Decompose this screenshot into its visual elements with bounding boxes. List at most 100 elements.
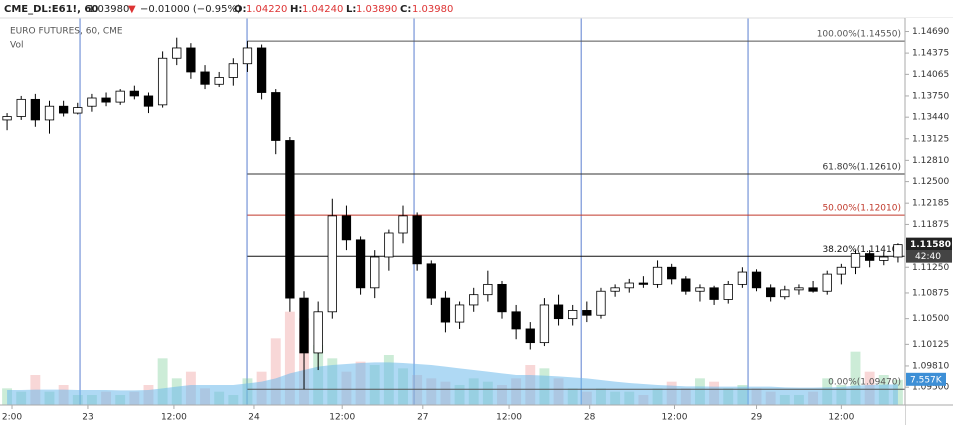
candle-body	[271, 92, 281, 141]
low: 1.03890	[356, 4, 397, 15]
candle-body	[893, 244, 903, 258]
fib-label: 61.80%(1.12610)	[822, 163, 901, 173]
candle-body	[808, 287, 818, 292]
candle-body	[412, 215, 422, 265]
candle-body	[16, 98, 26, 117]
open: 1.04220	[246, 4, 287, 15]
candle-body	[2, 116, 12, 121]
candle-body	[228, 63, 238, 78]
candle-body	[186, 47, 196, 73]
y-tick-label: 1.12810	[912, 156, 949, 166]
candle-body	[87, 97, 97, 107]
candle-body	[370, 256, 380, 289]
candle-body	[454, 304, 465, 323]
candle-body	[355, 239, 366, 289]
candle-body	[695, 287, 705, 292]
candle-body	[596, 290, 606, 316]
y-tick-label: 1.13440	[912, 113, 949, 123]
candle-body	[483, 283, 493, 296]
candle-body	[341, 215, 352, 241]
y-tick-label: 1.14065	[912, 70, 949, 80]
candle-body	[723, 283, 733, 300]
price-marker: 1.11580	[910, 240, 951, 250]
candle-body	[73, 107, 83, 114]
candle-body	[681, 278, 691, 292]
x-tick-label: 23	[82, 413, 93, 423]
candle-body	[568, 310, 578, 320]
x-tick-label: 12:00	[161, 413, 187, 423]
volume-bar	[157, 358, 168, 405]
candle-body	[553, 304, 564, 320]
candle-body	[30, 98, 40, 121]
volume-title: Vol	[10, 41, 23, 51]
last-price: 1.03980	[88, 4, 129, 15]
header-bg	[0, 0, 905, 18]
y-tick-label: 1.14690	[912, 27, 949, 37]
candle-body	[836, 266, 847, 275]
candle-body	[115, 90, 125, 103]
y-tick-label: 1.09810	[912, 361, 949, 371]
y-tick-label: 1.11250	[912, 263, 949, 273]
candle-body	[384, 232, 394, 258]
volume-bar	[850, 351, 861, 405]
x-tick-label: 27	[417, 413, 428, 423]
candle-body	[865, 253, 875, 261]
y-tick-label: 1.10125	[912, 340, 949, 350]
x-tick-label: 2:00	[2, 413, 22, 423]
candle-body	[242, 47, 253, 65]
candle-body	[751, 271, 762, 289]
y-tick-label: 1.12185	[912, 199, 949, 209]
candle-body	[469, 294, 479, 306]
candle-body	[709, 287, 719, 300]
candle-body	[737, 271, 748, 285]
candle-body	[850, 253, 861, 268]
volume-bar	[270, 338, 281, 405]
plot-area: 100.00%(1.14550) 61.80%(1.12610) 50.00%(1.…	[2, 18, 905, 405]
x-tick-label: 12:00	[496, 413, 522, 423]
x-tick-label: 12:00	[329, 413, 355, 423]
candle-body	[525, 328, 535, 344]
fib-label: 38.20%(1.11410)	[822, 245, 901, 255]
y-tick-label: 1.14375	[912, 49, 949, 59]
y-axis-bg	[905, 18, 953, 425]
x-tick-label: 12:00	[828, 413, 854, 423]
candle-body	[58, 105, 69, 114]
candle-body	[157, 57, 168, 106]
candle-body	[426, 263, 436, 299]
candle-body	[624, 282, 634, 289]
price-marker-bg	[906, 237, 952, 251]
candle-body	[610, 287, 620, 292]
volume-marker: 7.557K	[910, 375, 943, 385]
candle-body	[440, 297, 451, 323]
candle-body	[780, 289, 790, 298]
countdown-bg	[906, 250, 952, 263]
candle-body	[398, 215, 408, 234]
candle-body	[879, 256, 889, 261]
candle-body	[511, 311, 521, 330]
axes: 1.14690 1.14375 1.14065 1.13750 1.13440 1.131…	[2, 27, 952, 423]
y-tick-label: 1.10500	[912, 314, 949, 324]
y-tick-label: 1.10875	[912, 288, 949, 298]
candle-body	[285, 140, 295, 299]
candle-body	[582, 310, 592, 316]
x-tick-label: 12:00	[662, 413, 688, 423]
fib-label: 100.00%(1.14550)	[817, 30, 901, 40]
candle-body	[172, 47, 182, 59]
change-arrow: ▼	[128, 4, 136, 15]
volume-marker-bg	[906, 372, 946, 386]
candle-body	[652, 266, 663, 285]
volume-bar	[284, 311, 295, 405]
candle-body	[129, 90, 139, 97]
low-label: L:	[346, 4, 356, 15]
candle-body	[539, 304, 550, 344]
fib-label: 50.00%(1.12010)	[822, 204, 901, 214]
close-label: C:	[400, 4, 411, 15]
volume-ma-area	[7, 362, 898, 405]
high: 1.04240	[302, 4, 343, 15]
candle-body	[214, 77, 224, 85]
change: −0.01000 (−0.95%)	[140, 4, 241, 15]
x-tick-label: 28	[584, 413, 596, 423]
y-tick-label: 1.09500	[912, 383, 949, 393]
